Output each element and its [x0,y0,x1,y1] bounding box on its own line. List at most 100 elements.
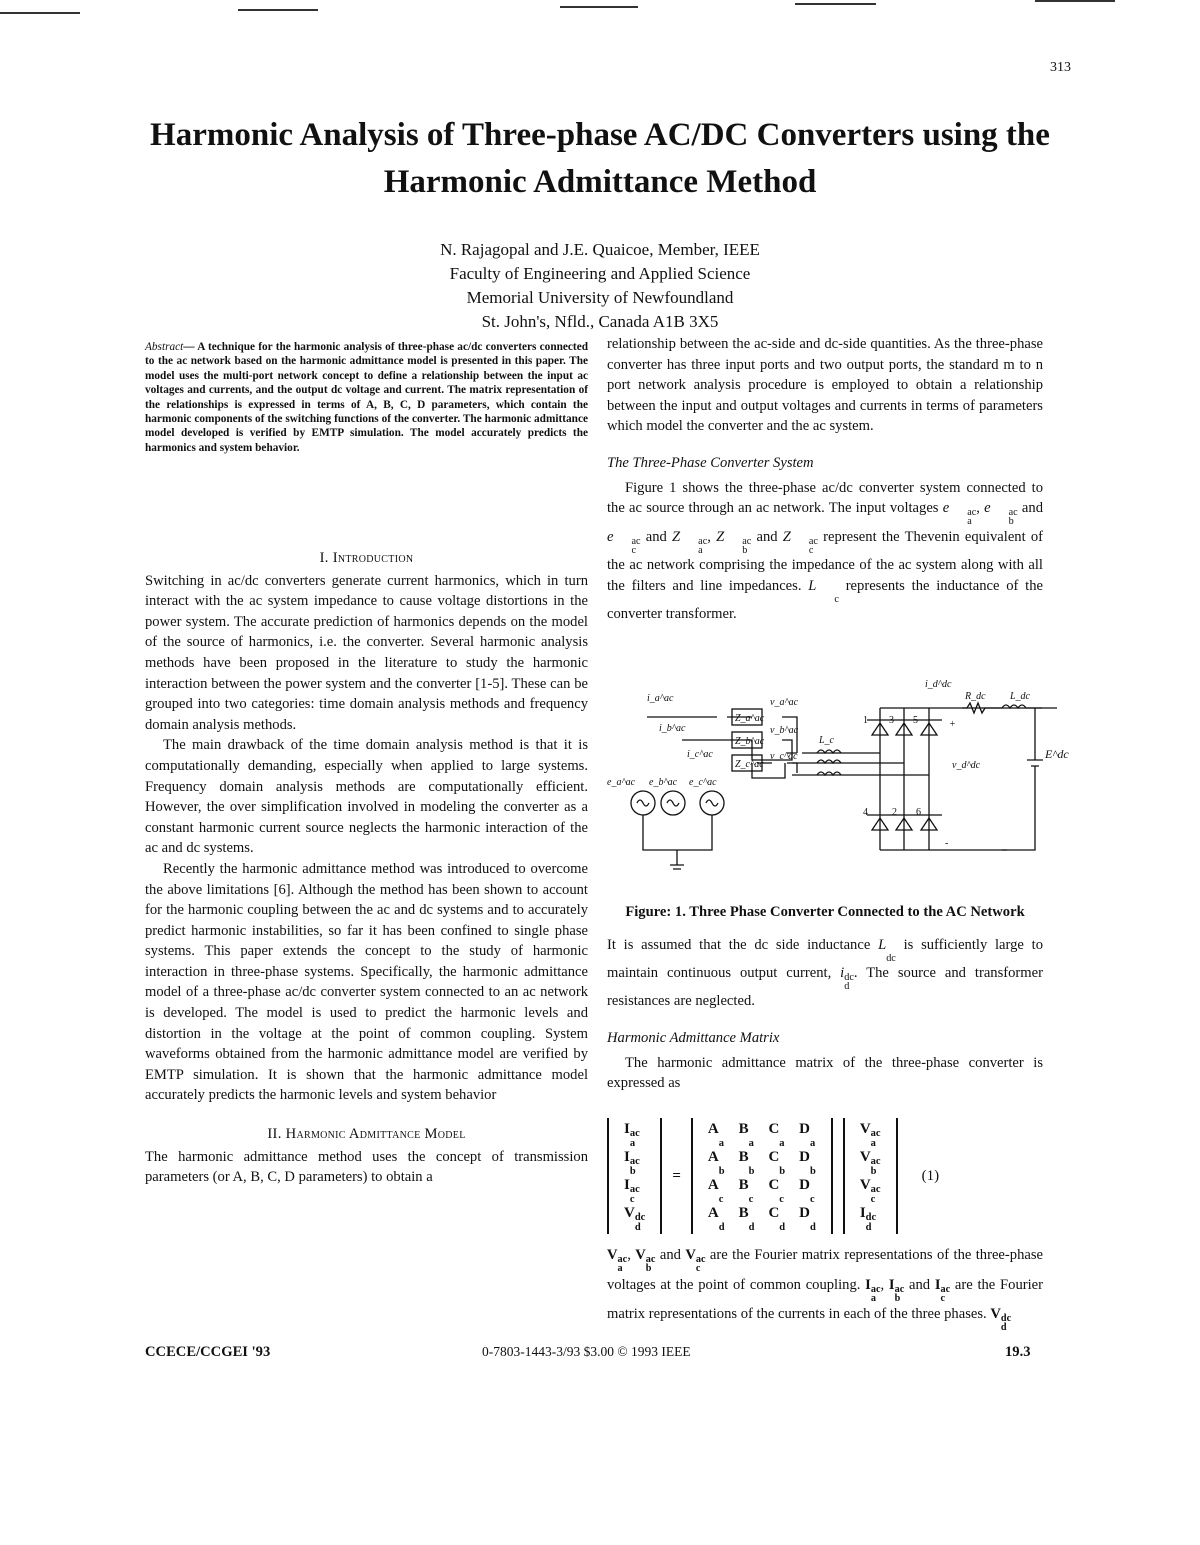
scan-mark [795,3,876,5]
right-paragraph-4: The harmonic admittance matrix of the th… [607,1054,1043,1092]
author-block: N. Rajagopal and J.E. Quaicoe, Member, I… [150,238,1050,334]
right-paragraph-1: relationship between the ac-side and dc-… [607,336,1043,435]
label-lc: L_c [818,735,835,746]
section-number: I. [319,550,329,566]
figure-1-circuit-diagram: i_a^ac i_b^ac i_c^ac Z_a^ac Z_b^ac Z_c^a… [607,679,1069,870]
footer-center: 0-7803-1443-3/93 $3.00 © 1993 IEEE [482,1344,691,1360]
abstract-text: — A technique for the harmonic analysis … [145,341,588,454]
math-symbol: B d [738,1205,755,1233]
label-vd: v_d^dc [952,760,981,771]
math-symbol: A d [707,1205,725,1233]
label-ic: i_c^ac [687,749,713,760]
math-symbol: e ac a [942,500,977,528]
admittance-matrix: A a B a C a D a A b B b C b D b A c B c C c D c A d B… [690,1118,833,1235]
section-heading-model: II. Harmonic Admittance Model [145,1124,588,1145]
label-rdc: R_dc [964,691,986,702]
math-symbol: C d [768,1205,786,1233]
equation-number: (1) [921,1167,940,1184]
right-column-bottom: Figure: 1. Three Phase Converter Connect… [607,902,1043,1094]
author-faculty: Faculty of Engineering and Applied Scien… [449,264,751,283]
label-eb: e_b^ac [649,777,678,788]
intro-paragraph-2: The main drawback of the time domain ana… [145,737,588,857]
math-symbol: D c [799,1177,815,1205]
math-symbol: i dc d [840,965,854,993]
footer-left: CCECE/CCGEI '93 [145,1344,271,1361]
math-symbol: B c [738,1177,754,1205]
ac-network-lines [647,708,929,779]
right-paragraph-3: It is assumed that the dc side inductanc… [607,936,1044,1010]
page-number: 313 [1050,60,1071,75]
subsection-heading-converter-system: The Three-Phase Converter System [607,454,814,471]
math-symbol: D a [799,1121,816,1149]
left-column: I. Introduction Switching in ac/dc conve… [145,548,588,1188]
impedance-zb [731,731,763,749]
math-symbol: L dc [878,936,896,964]
right-column-top: relationship between the ac-side and dc-… [607,334,1043,625]
math-symbol: A b [707,1149,725,1177]
math-symbol: A a [707,1121,724,1149]
intro-paragraph-3: Recently the harmonic admittance method … [145,860,588,1104]
math-symbol: L c [808,577,839,605]
label-thyristor-4: 4 [863,807,868,818]
label-minus: - [945,838,948,849]
inductor-lc [816,749,842,777]
figure-1-caption: Figure: 1. Three Phase Converter Connect… [625,904,1025,920]
section-title: Harmonic Admittance Model [285,1126,466,1143]
ac-sources [630,790,725,870]
section-number: II. [267,1126,282,1143]
math-symbol: e ac b [984,500,1018,528]
abstract-label: Abstract [145,341,184,353]
author-university: Memorial University of Newfoundland [466,288,734,307]
math-symbol: B b [738,1149,755,1177]
scan-mark [0,12,80,14]
label-vc: v_c^ac [770,751,798,762]
math-symbol: C c [768,1177,784,1205]
label-ia: i_a^ac [647,693,674,704]
math-symbol: e ac c [607,528,641,556]
label-ib: i_b^ac [659,723,686,734]
math-symbol: D b [799,1149,816,1177]
paper-title: Harmonic Analysis of Three-phase AC/DC C… [150,117,1050,200]
label-thyristor-3: 3 [889,715,894,726]
author-address: St. John's, Nfld., Canada A1B 3X5 [481,312,719,331]
thyristor-bridge [867,707,1057,851]
label-idc: i_d^dc [925,679,952,690]
intro-paragraph-1: Switching in ac/dc converters generate c… [145,572,588,733]
label-thyristor-5: 5 [913,715,918,726]
scan-mark [238,9,318,11]
subsection-heading-admittance-matrix: Harmonic Admittance Matrix [607,1030,780,1047]
math-symbol: C a [768,1121,785,1149]
source-b-icon [660,790,686,816]
math-symbol: B a [738,1121,754,1149]
label-vb: v_b^ac [770,725,799,736]
scan-mark [1035,0,1115,2]
label-zb: Z_b^ac [735,736,765,747]
math-symbol: C b [768,1149,786,1177]
section-title: Introduction [332,550,414,566]
model-paragraph: The harmonic admittance method uses the … [145,1148,588,1186]
equals-sign: = [672,1167,681,1184]
label-thyristor-2: 2 [892,807,897,818]
label-ec: e_c^ac [689,777,717,788]
